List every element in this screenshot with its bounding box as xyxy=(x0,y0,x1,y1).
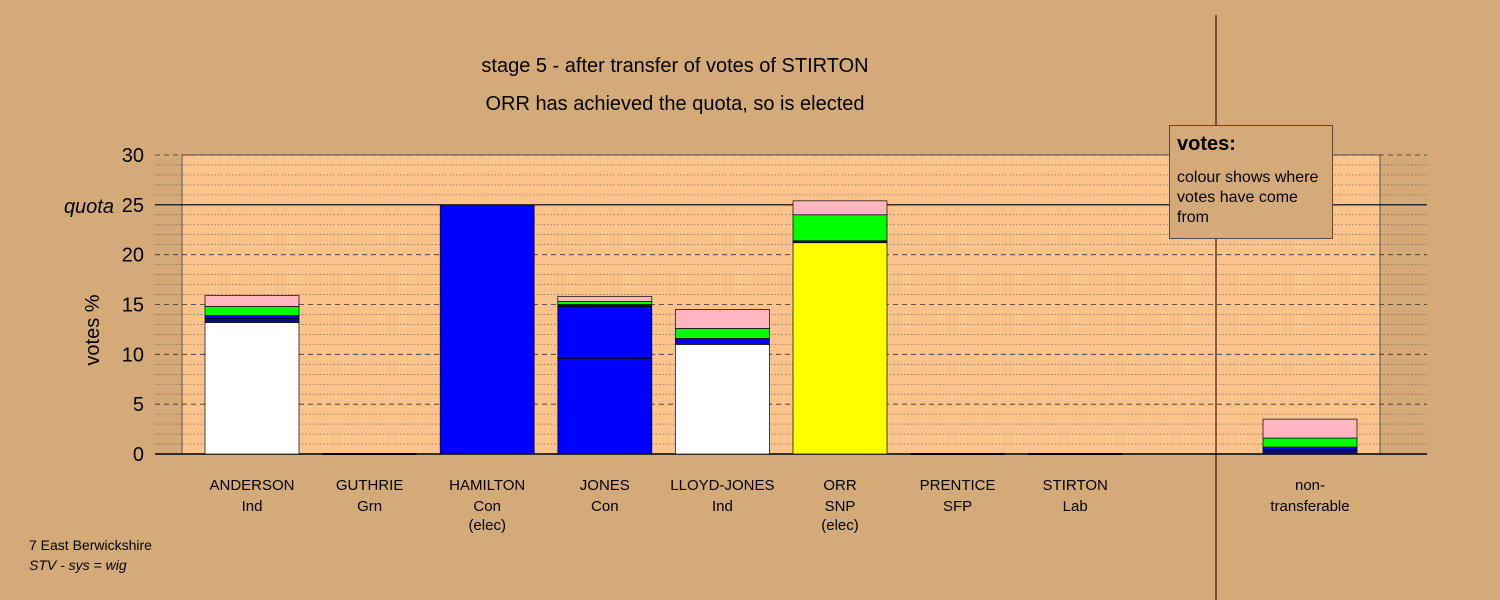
bar-non-transferable-segment xyxy=(1262,446,1358,451)
bar-jones-segment xyxy=(557,301,653,305)
bar-lloyd-jones-segment xyxy=(675,338,770,345)
candidate-name: LLOYD-JONES xyxy=(670,477,774,494)
candidate-name: GUTHRIE xyxy=(336,477,404,494)
candidate-party: Con xyxy=(591,498,619,515)
bar-non-transferable-segment xyxy=(1262,449,1358,455)
candidate-party: SNP xyxy=(825,498,856,515)
candidate-name: ANDERSON xyxy=(209,477,294,494)
legend-title: votes: xyxy=(1177,133,1236,155)
candidate-name: PRENTICE xyxy=(920,477,996,494)
y-axis-label: votes % xyxy=(82,294,104,365)
bar-anderson-segment xyxy=(204,322,300,455)
y-tick-label: 10 xyxy=(122,344,144,366)
bar-hamilton-segment xyxy=(439,204,535,455)
bar-non-transferable-segment xyxy=(1262,418,1358,439)
bar-anderson-segment xyxy=(204,315,300,319)
bar-jones-segment xyxy=(557,357,653,455)
candidate-party: Grn xyxy=(357,498,382,515)
y-tick-label: 5 xyxy=(133,394,144,416)
non-transferable-label: transferable xyxy=(1270,498,1349,515)
non-transferable-label: non- xyxy=(1295,477,1325,494)
bar-anderson-segment xyxy=(204,306,300,316)
candidate-party: Con xyxy=(473,498,501,515)
legend-box: votes: colour shows where votes have com… xyxy=(1169,125,1333,239)
candidate-name: JONES xyxy=(580,477,630,494)
y-tick-label: 25 xyxy=(122,195,144,217)
y-tick-label: 0 xyxy=(133,444,144,466)
bar-lloyd-jones-segment xyxy=(675,344,770,455)
candidate-party: Ind xyxy=(712,498,733,515)
y-tick-label: 30 xyxy=(122,145,144,167)
bar-jones-segment xyxy=(557,296,653,302)
chart-title: stage 5 - after transfer of votes of STI… xyxy=(481,55,868,77)
footer-constituency: 7 East Berwickshire xyxy=(29,537,152,553)
bar-orr-segment xyxy=(792,242,888,455)
bar-non-transferable-segment xyxy=(1262,437,1358,448)
candidate-status: (elec) xyxy=(468,517,506,534)
candidate-party: Lab xyxy=(1063,498,1088,515)
bar-anderson-segment xyxy=(204,295,300,307)
bar-anderson-segment xyxy=(204,318,300,323)
candidate-party: Ind xyxy=(242,498,263,515)
candidate-party: SFP xyxy=(943,498,972,515)
y-tick-label: 20 xyxy=(122,245,144,267)
candidate-status: (elec) xyxy=(821,517,859,534)
candidate-name: ORR xyxy=(823,477,857,494)
bar-orr-segment xyxy=(792,200,888,216)
quota-label: quota xyxy=(64,196,114,218)
candidate-name: HAMILTON xyxy=(449,477,525,494)
y-tick-label: 15 xyxy=(122,295,144,317)
bar-lloyd-jones-segment xyxy=(675,309,770,329)
bar-orr-segment xyxy=(792,214,888,242)
chart-subtitle: ORR has achieved the quota, so is electe… xyxy=(485,93,864,115)
bar-jones-segment xyxy=(557,306,653,359)
candidate-name: STIRTON xyxy=(1043,477,1108,494)
footer-system: STV - sys = wig xyxy=(29,557,127,573)
bar-lloyd-jones-segment xyxy=(675,328,770,339)
legend-text: colour shows where votes have come from xyxy=(1177,169,1319,226)
